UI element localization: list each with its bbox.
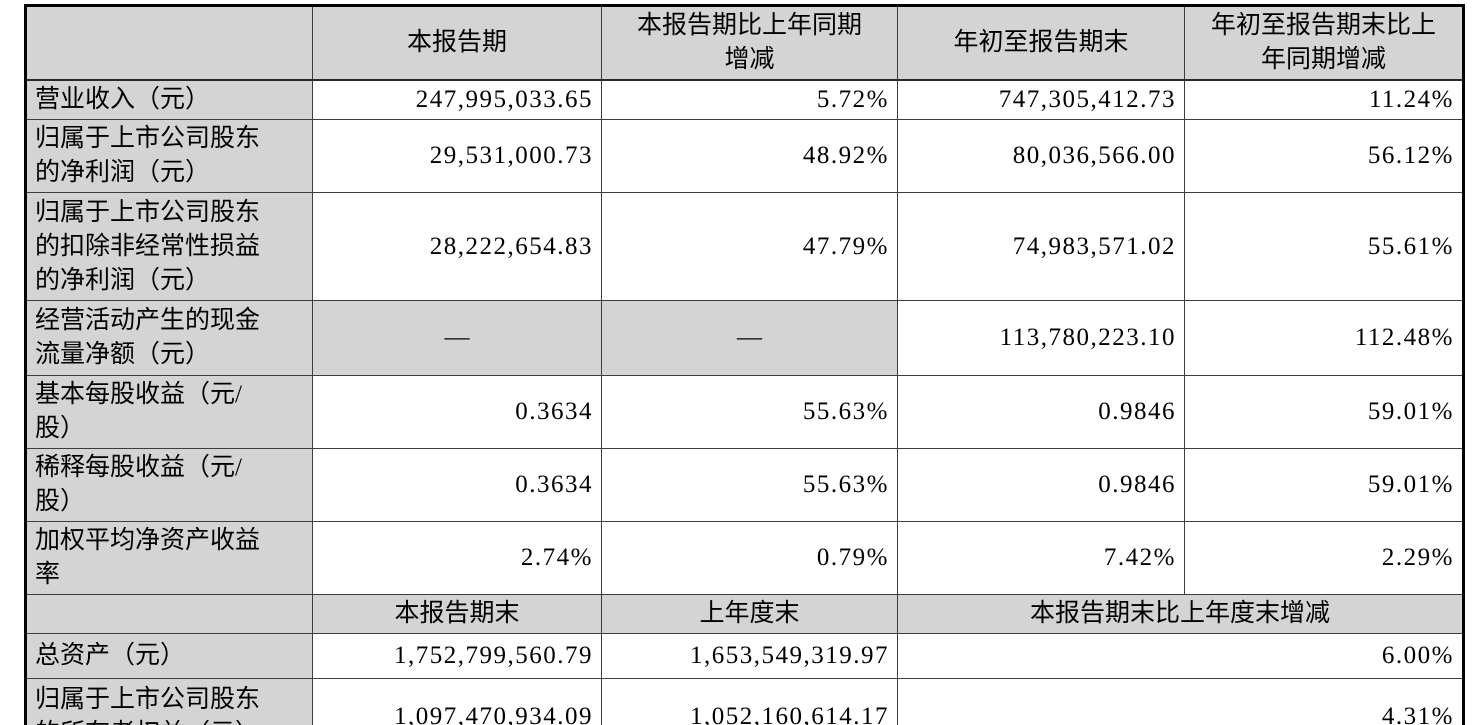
cell-value: 1,052,160,614.17	[601, 678, 898, 725]
table-row: 归属于上市公司股东 的净利润（元） 29,531,000.73 48.92% 8…	[25, 119, 1464, 193]
table-header-row: 本报告期 本报告期比上年同期 增减 年初至报告期末 年初至报告期末比上 年同期增…	[25, 5, 1464, 81]
cell-value: 2.29%	[1184, 521, 1464, 595]
cell-value: 55.61%	[1184, 192, 1464, 301]
row-label: 归属于上市公司股东 的净利润（元）	[25, 119, 313, 193]
cell-value: 11.24%	[1184, 79, 1464, 120]
cell-value: 112.48%	[1184, 300, 1464, 376]
row-label: 营业收入（元）	[25, 79, 313, 120]
cell-value: 59.01%	[1184, 448, 1464, 522]
cell-value: 247,995,033.65	[312, 79, 602, 120]
cell-value: 56.12%	[1184, 119, 1464, 193]
row-label: 经营活动产生的现金 流量净额（元）	[25, 300, 313, 376]
cell-value: 1,097,470,934.09	[312, 678, 602, 725]
cell-value: 47.79%	[601, 192, 898, 301]
cell-value: 59.01%	[1184, 375, 1464, 449]
cell-value: 48.92%	[601, 119, 898, 193]
table-row: 加权平均净资产收益 率 2.74% 0.79% 7.42% 2.29%	[25, 521, 1464, 595]
table-row: 营业收入（元） 247,995,033.65 5.72% 747,305,412…	[25, 79, 1464, 120]
cell-value: 747,305,412.73	[897, 79, 1185, 120]
cell-not-applicable: —	[312, 300, 602, 376]
table-row: 归属于上市公司股东 的扣除非经常性损益 的净利润（元） 28,222,654.8…	[25, 192, 1464, 301]
subheader-corner-cell	[25, 594, 313, 634]
cell-value: 1,653,549,319.97	[601, 633, 898, 679]
row-label: 总资产（元）	[25, 633, 313, 679]
subheader-period-end: 本报告期末	[312, 594, 602, 634]
cell-value: 7.42%	[897, 521, 1185, 595]
table-row: 总资产（元） 1,752,799,560.79 1,653,549,319.97…	[25, 633, 1464, 679]
header-ytd-yoy-change: 年初至报告期末比上 年同期增减	[1184, 5, 1464, 81]
cell-value: 0.3634	[312, 375, 602, 449]
row-label: 归属于上市公司股东 的所有者权益（元）	[25, 678, 313, 725]
cell-value: 0.3634	[312, 448, 602, 522]
row-label: 加权平均净资产收益 率	[25, 521, 313, 595]
cell-value: 0.9846	[897, 448, 1185, 522]
cell-value: 74,983,571.02	[897, 192, 1185, 301]
row-label: 基本每股收益（元/ 股）	[25, 375, 313, 449]
table-row: 稀释每股收益（元/ 股） 0.3634 55.63% 0.9846 59.01%	[25, 448, 1464, 522]
cell-value: 55.63%	[601, 448, 898, 522]
cell-value: 6.00%	[897, 633, 1464, 679]
cell-value: 55.63%	[601, 375, 898, 449]
table-row: 基本每股收益（元/ 股） 0.3634 55.63% 0.9846 59.01%	[25, 375, 1464, 449]
cell-value: 29,531,000.73	[312, 119, 602, 193]
table-row: 归属于上市公司股东 的所有者权益（元） 1,097,470,934.09 1,0…	[25, 678, 1464, 725]
row-label: 归属于上市公司股东 的扣除非经常性损益 的净利润（元）	[25, 192, 313, 301]
cell-not-applicable: —	[601, 300, 898, 376]
cell-value: 2.74%	[312, 521, 602, 595]
cell-value: 4.31%	[897, 678, 1464, 725]
cell-value: 1,752,799,560.79	[312, 633, 602, 679]
header-current-period: 本报告期	[312, 5, 602, 81]
subheader-prev-year-end: 上年度末	[601, 594, 898, 634]
header-ytd: 年初至报告期末	[897, 5, 1185, 81]
financial-summary-table: 本报告期 本报告期比上年同期 增减 年初至报告期末 年初至报告期末比上 年同期增…	[24, 4, 1465, 725]
cell-value: 113,780,223.10	[897, 300, 1185, 376]
row-label: 稀释每股收益（元/ 股）	[25, 448, 313, 522]
cell-value: 5.72%	[601, 79, 898, 120]
cell-value: 28,222,654.83	[312, 192, 602, 301]
header-corner-cell	[25, 5, 313, 81]
cell-value: 80,036,566.00	[897, 119, 1185, 193]
header-current-yoy-change: 本报告期比上年同期 增减	[601, 5, 898, 81]
cell-value: 0.9846	[897, 375, 1185, 449]
table-subheader-row: 本报告期末 上年度末 本报告期末比上年度末增减	[25, 594, 1464, 634]
cell-value: 0.79%	[601, 521, 898, 595]
subheader-period-end-change: 本报告期末比上年度末增减	[897, 594, 1464, 634]
table-row: 经营活动产生的现金 流量净额（元） — — 113,780,223.10 112…	[25, 300, 1464, 376]
